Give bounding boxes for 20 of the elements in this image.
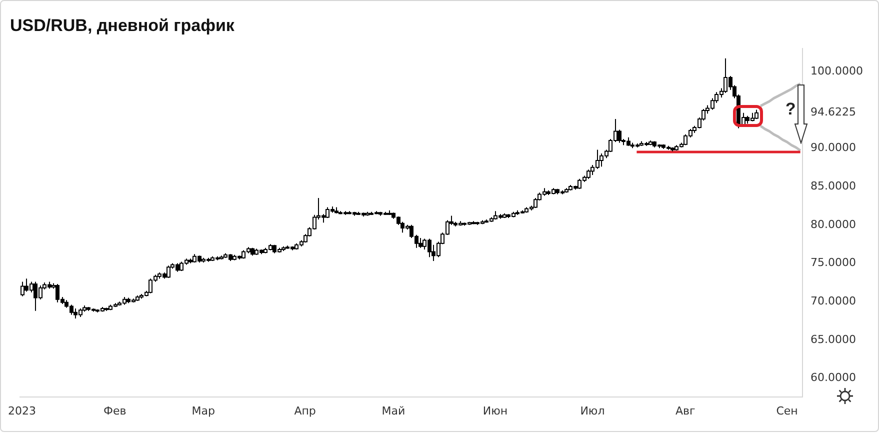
- x-tick-label: Фев: [104, 404, 126, 418]
- y-tick-label: 70.0000: [810, 294, 856, 308]
- x-tick-label: Май: [382, 404, 406, 418]
- annotation: ?: [785, 99, 796, 118]
- y-tick-label: 85.0000: [810, 179, 856, 192]
- y-tick-label: 90.0000: [810, 141, 856, 154]
- x-tick-label: Мар: [192, 404, 215, 418]
- x-tick-label: Июл: [580, 404, 605, 418]
- y-tick-label: 60.0000: [810, 371, 856, 384]
- y-tick-label: 100.0000: [810, 64, 864, 78]
- x-tick-label: Апр: [294, 404, 316, 418]
- y-tick-label: 65.0000: [810, 332, 856, 346]
- y-tick-label: 80.0000: [810, 218, 856, 231]
- x-tick-label: Авг: [675, 404, 696, 418]
- x-tick-label: Сен: [776, 404, 798, 418]
- chart-title: USD/RUB, дневной график: [10, 16, 235, 35]
- x-tick-label: 2023: [8, 404, 36, 418]
- x-tick-label: Июн: [482, 404, 508, 418]
- y-tick-label: 75.0000: [810, 256, 856, 270]
- y-tick-label: 94.6225: [810, 106, 856, 119]
